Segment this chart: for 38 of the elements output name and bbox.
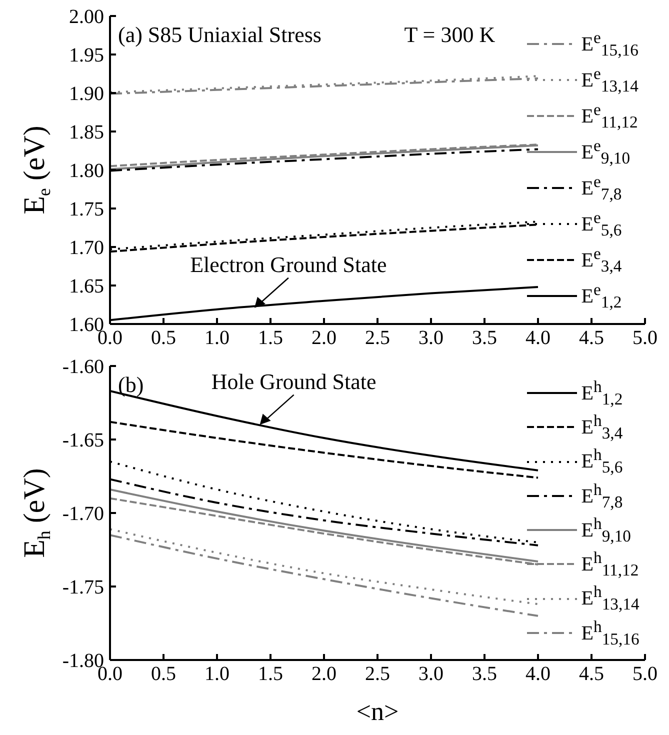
x-tick-label: 5.0 xyxy=(632,327,658,350)
x-tick-label: 1.5 xyxy=(258,663,283,686)
annotation: Electron Ground State xyxy=(190,252,387,277)
x-tick-label: 4.0 xyxy=(526,327,550,350)
y-tick-label: 1.70 xyxy=(69,237,104,260)
x-tick-label: 1.0 xyxy=(204,663,230,686)
x-tick-label: 3.0 xyxy=(418,663,444,686)
x-tick-label: 4.5 xyxy=(579,327,604,350)
x-tick-label: 1.5 xyxy=(258,327,283,350)
annotation: T = 300 K xyxy=(404,22,496,47)
x-tick-label: 0.5 xyxy=(151,663,176,686)
x-tick-label: 3.5 xyxy=(472,327,497,350)
x-axis-title: <n> xyxy=(356,697,399,726)
x-tick-label: 3.5 xyxy=(472,663,497,686)
y-tick-label: 1.90 xyxy=(69,83,104,106)
y-tick-label: -1.65 xyxy=(62,430,104,452)
chart-title: (a) S85 Uniaxial Stress xyxy=(118,22,322,47)
y-tick-label: 1.95 xyxy=(69,44,104,67)
x-tick-label: 1.0 xyxy=(204,327,230,350)
annotation: Hole Ground State xyxy=(211,368,376,394)
y-tick-label: 1.85 xyxy=(69,122,104,144)
x-tick-label: 2.0 xyxy=(312,663,336,686)
y-tick-label: -1.60 xyxy=(62,356,104,378)
x-tick-label: 2.5 xyxy=(365,663,390,686)
x-tick-label: 4.0 xyxy=(526,663,550,686)
y-tick-label: -1.70 xyxy=(62,503,104,526)
x-tick-label: 2.5 xyxy=(365,327,390,350)
x-tick-label: 5.0 xyxy=(632,663,658,686)
y-tick-label: -1.75 xyxy=(62,576,104,599)
x-tick-label: 4.5 xyxy=(579,663,604,686)
chart-title: (b) xyxy=(118,372,144,397)
x-tick-label: 0.5 xyxy=(151,327,176,350)
y-tick-label: 2.00 xyxy=(69,6,104,28)
x-tick-label: 2.0 xyxy=(312,327,336,350)
y-tick-label: 1.80 xyxy=(69,160,104,182)
y-tick-label: 1.75 xyxy=(69,198,104,221)
x-tick-label: 3.0 xyxy=(418,327,444,350)
y-tick-label: 1.65 xyxy=(69,276,104,298)
